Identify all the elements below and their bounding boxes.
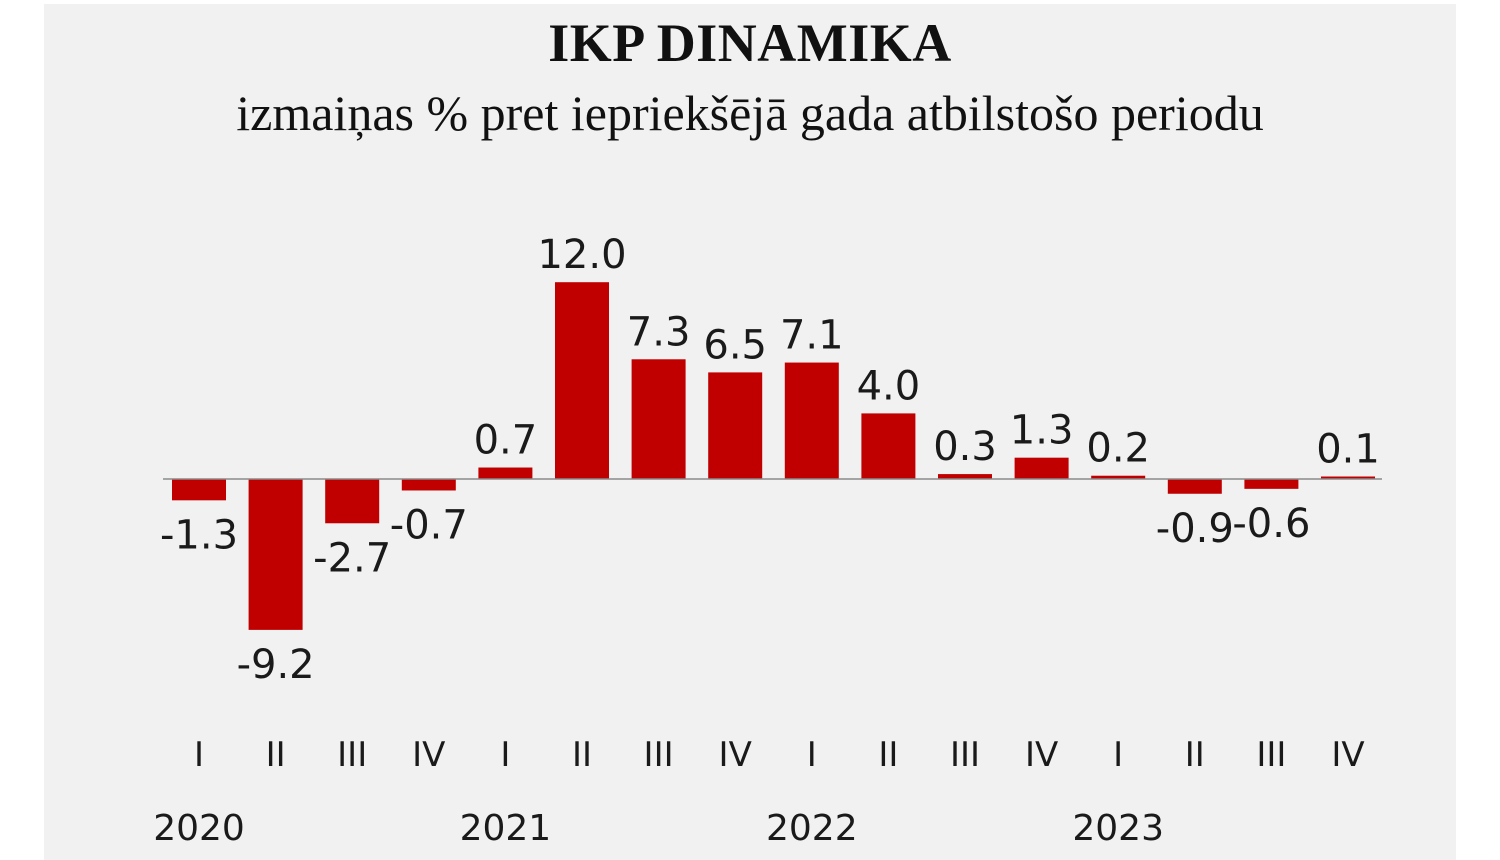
- quarter-tick-label: I: [807, 735, 817, 775]
- bar-2021-iii: [631, 359, 686, 479]
- bar-2020-iv: [401, 479, 456, 491]
- quarter-tick-label: IV: [1331, 735, 1364, 775]
- value-label: 1.3: [1010, 408, 1074, 454]
- year-label: 2022: [766, 808, 858, 849]
- bar-2022-ii: [861, 413, 916, 479]
- value-label: -0.7: [390, 502, 468, 548]
- value-label: -2.7: [313, 535, 391, 581]
- bar-2020-ii: [248, 479, 303, 630]
- quarter-tick-label: IV: [412, 735, 445, 775]
- value-label: 12.0: [537, 232, 626, 278]
- quarter-tick-label: III: [950, 735, 980, 775]
- year-label: 2021: [460, 808, 552, 849]
- quarter-tick-label: I: [500, 735, 510, 775]
- quarter-tick-label: I: [1113, 735, 1123, 775]
- bar-2023-iii: [1244, 479, 1299, 489]
- bar-2022-iii: [938, 474, 992, 479]
- value-label: -0.6: [1232, 501, 1310, 547]
- value-label: 0.3: [933, 424, 997, 470]
- quarter-tick-label: II: [878, 735, 898, 775]
- value-label: 0.1: [1316, 427, 1380, 473]
- quarter-tick-label: I: [194, 735, 204, 775]
- quarter-tick-label: II: [1185, 735, 1205, 775]
- bars-layer: [172, 282, 1375, 630]
- value-label: 6.5: [703, 322, 767, 368]
- quarter-tick-label: II: [266, 735, 286, 775]
- quarter-tick-label: II: [572, 735, 592, 775]
- bar-2022-iv: [1014, 457, 1069, 479]
- bar-2021-iv: [708, 372, 763, 479]
- year-label: 2023: [1072, 808, 1164, 849]
- value-label: 7.3: [627, 309, 691, 355]
- value-label: 0.2: [1086, 426, 1150, 472]
- value-labels-layer: -1.3 -9.2 -2.7-0.70.7 12.07.3 6.5 7.1 4.0 0.3 1.…: [160, 232, 1380, 688]
- chart-title: IKP DINAMIKA: [548, 13, 952, 73]
- value-label: 0.7: [474, 418, 538, 464]
- bar-2023-iv: [1321, 476, 1375, 479]
- bar-2021-i: [478, 467, 533, 479]
- quarter-tick-label: IV: [1025, 735, 1058, 775]
- bar-2020-iii: [325, 479, 380, 524]
- bar-2021-ii: [555, 282, 609, 479]
- quarter-tick-label: III: [1256, 735, 1286, 775]
- chart-subtitle: izmaiņas % pret iepriekšējā gada atbilst…: [236, 85, 1264, 141]
- bar-2022-i: [784, 362, 839, 479]
- quarter-tick-label: III: [644, 735, 674, 775]
- quarter-tick-label: IV: [719, 735, 752, 775]
- bar-2020-i: [172, 479, 226, 501]
- value-label: -0.9: [1156, 506, 1234, 552]
- value-label: 4.0: [857, 363, 921, 409]
- value-label: -9.2: [237, 642, 315, 688]
- value-label: -1.3: [160, 512, 238, 558]
- year-label: 2020: [153, 808, 245, 849]
- value-label: 7.1: [780, 313, 844, 359]
- bar-2023-ii: [1167, 479, 1222, 494]
- quarter-tick-label: III: [337, 735, 367, 775]
- bar-2023-i: [1091, 475, 1146, 479]
